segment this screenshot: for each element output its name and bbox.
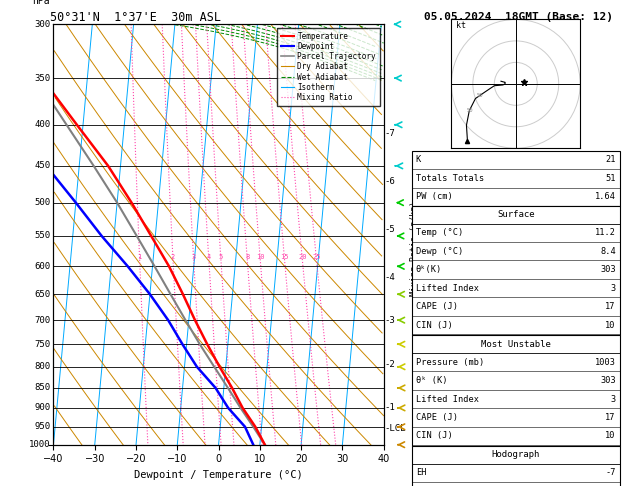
- Text: -3: -3: [384, 315, 395, 325]
- Text: hPa: hPa: [33, 0, 50, 6]
- Text: 950: 950: [34, 422, 50, 431]
- Text: 3: 3: [192, 255, 196, 260]
- Text: Mixing Ratio (g/kg): Mixing Ratio (g/kg): [410, 201, 419, 296]
- Text: © weatheronline.co.uk: © weatheronline.co.uk: [459, 473, 572, 482]
- Text: 05.05.2024  18GMT (Base: 12): 05.05.2024 18GMT (Base: 12): [425, 12, 613, 22]
- Text: 21: 21: [605, 156, 616, 164]
- Text: 850: 850: [34, 383, 50, 392]
- Legend: Temperature, Dewpoint, Parcel Trajectory, Dry Adiabat, Wet Adiabat, Isotherm, Mi: Temperature, Dewpoint, Parcel Trajectory…: [277, 28, 380, 105]
- Text: 800: 800: [34, 362, 50, 371]
- Text: 500: 500: [34, 198, 50, 207]
- Text: 3: 3: [611, 284, 616, 293]
- Text: 450: 450: [34, 161, 50, 171]
- Text: 303: 303: [600, 376, 616, 385]
- Text: Lifted Index: Lifted Index: [416, 395, 479, 403]
- Text: Lifted Index: Lifted Index: [416, 284, 479, 293]
- Text: 17: 17: [605, 413, 616, 422]
- Text: 50: 50: [467, 108, 473, 113]
- Text: 10: 10: [605, 432, 616, 440]
- Text: EH: EH: [416, 469, 426, 477]
- Text: -6: -6: [384, 176, 395, 186]
- Text: 5: 5: [219, 255, 223, 260]
- Text: K: K: [416, 156, 421, 164]
- Text: CAPE (J): CAPE (J): [416, 413, 458, 422]
- Text: 10: 10: [605, 321, 616, 330]
- Text: Pressure (mb): Pressure (mb): [416, 358, 484, 366]
- Text: 17: 17: [605, 302, 616, 311]
- Text: 600: 600: [34, 262, 50, 271]
- Text: 300: 300: [34, 20, 50, 29]
- Text: -7: -7: [384, 129, 395, 138]
- Text: 10: 10: [256, 255, 265, 260]
- Text: -1: -1: [384, 403, 395, 413]
- Text: -2: -2: [384, 360, 395, 369]
- Text: 350: 350: [34, 73, 50, 83]
- Text: 2: 2: [171, 255, 175, 260]
- Text: 15: 15: [281, 255, 289, 260]
- Text: CIN (J): CIN (J): [416, 321, 452, 330]
- Text: 1: 1: [138, 255, 142, 260]
- Text: 51: 51: [605, 174, 616, 183]
- Text: 750: 750: [34, 340, 50, 349]
- Text: 20: 20: [298, 255, 307, 260]
- Text: 4: 4: [207, 255, 211, 260]
- Text: 8: 8: [245, 255, 250, 260]
- Text: θᵏ(K): θᵏ(K): [416, 265, 442, 274]
- Text: Hodograph: Hodograph: [492, 451, 540, 459]
- Text: -7: -7: [605, 469, 616, 477]
- Text: Dewp (°C): Dewp (°C): [416, 247, 463, 256]
- X-axis label: Dewpoint / Temperature (°C): Dewpoint / Temperature (°C): [134, 470, 303, 480]
- Text: 550: 550: [34, 231, 50, 241]
- Text: Most Unstable: Most Unstable: [481, 340, 551, 348]
- Text: 50°31'N  1°37'E  30m ASL: 50°31'N 1°37'E 30m ASL: [50, 11, 221, 24]
- Text: 1000: 1000: [29, 440, 50, 449]
- Text: 900: 900: [34, 403, 50, 413]
- Text: 11.2: 11.2: [595, 228, 616, 237]
- Text: Surface: Surface: [497, 210, 535, 219]
- Text: Totals Totals: Totals Totals: [416, 174, 484, 183]
- Text: 1.64: 1.64: [595, 192, 616, 201]
- Text: θᵏ (K): θᵏ (K): [416, 376, 447, 385]
- Text: CAPE (J): CAPE (J): [416, 302, 458, 311]
- Text: -LCL: -LCL: [384, 424, 406, 433]
- Text: PW (cm): PW (cm): [416, 192, 452, 201]
- Text: 3: 3: [611, 395, 616, 403]
- Text: 25: 25: [312, 255, 321, 260]
- Text: -4: -4: [384, 273, 395, 282]
- Text: -5: -5: [384, 225, 395, 234]
- Text: 8.4: 8.4: [600, 247, 616, 256]
- Text: 650: 650: [34, 290, 50, 299]
- Text: CIN (J): CIN (J): [416, 432, 452, 440]
- Text: 700: 700: [34, 315, 50, 325]
- Text: 50: 50: [477, 93, 484, 98]
- Text: 400: 400: [34, 120, 50, 129]
- Text: 1003: 1003: [595, 358, 616, 366]
- Text: Temp (°C): Temp (°C): [416, 228, 463, 237]
- Text: 303: 303: [600, 265, 616, 274]
- Text: kt: kt: [455, 21, 465, 30]
